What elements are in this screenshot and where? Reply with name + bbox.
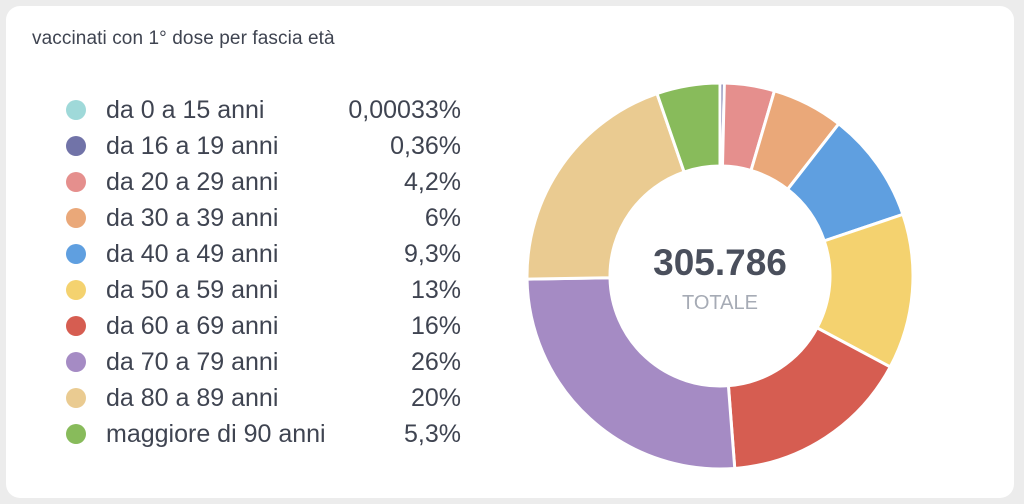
pie-slice[interactable] xyxy=(655,81,722,174)
chart-title: vaccinati con 1° dose per fascia età xyxy=(32,28,335,49)
legend-item[interactable]: da 40 a 49 anni 9,3% xyxy=(66,236,461,272)
pie-slice[interactable] xyxy=(525,91,687,281)
legend-label: da 80 a 89 anni xyxy=(106,383,279,412)
legend-swatch xyxy=(66,316,86,336)
legend-value: 9,3% xyxy=(404,239,461,268)
legend-label: da 0 a 15 anni xyxy=(106,95,265,124)
legend-value: 20% xyxy=(410,383,461,412)
legend-swatch xyxy=(66,172,86,192)
legend-label: da 16 a 19 anni xyxy=(106,131,279,160)
total-label: TOTALE xyxy=(682,292,758,314)
legend-value: 0,36% xyxy=(390,131,461,160)
legend-item[interactable]: maggiore di 90 anni 5,3% xyxy=(66,416,461,452)
chart-legend: da 0 a 15 anni 0,00033% da 16 a 19 anni 0,3… xyxy=(66,92,461,452)
legend-label: da 30 a 39 anni xyxy=(106,203,279,232)
legend-swatch xyxy=(66,280,86,300)
legend-value: 6% xyxy=(424,203,461,232)
legend-value: 0,00033% xyxy=(348,95,461,124)
legend-swatch xyxy=(66,208,86,228)
legend-item[interactable]: da 50 a 59 anni 13% xyxy=(66,272,461,308)
chart-card: vaccinati con 1° dose per fascia età da … xyxy=(6,6,1014,498)
legend-item[interactable]: da 70 a 79 anni 26% xyxy=(66,344,461,380)
pie-slice[interactable] xyxy=(525,276,737,471)
legend-item[interactable]: da 0 a 15 anni 0,00033% xyxy=(66,92,461,128)
legend-swatch xyxy=(66,244,86,264)
legend-item[interactable]: da 60 a 69 anni 16% xyxy=(66,308,461,344)
legend-label: da 20 a 29 anni xyxy=(106,167,279,196)
legend-value: 16% xyxy=(410,311,461,340)
legend-item[interactable]: da 20 a 29 anni 4,2% xyxy=(66,164,461,200)
legend-label: da 60 a 69 anni xyxy=(106,311,279,340)
donut-chart: 305.786 TOTALE xyxy=(525,81,915,471)
legend-item[interactable]: da 80 a 89 anni 20% xyxy=(66,380,461,416)
legend-label: da 50 a 59 anni xyxy=(106,275,279,304)
legend-swatch xyxy=(66,100,86,120)
legend-item[interactable]: da 30 a 39 anni 6% xyxy=(66,200,461,236)
legend-value: 4,2% xyxy=(404,167,461,196)
legend-value: 26% xyxy=(410,347,461,376)
legend-swatch xyxy=(66,352,86,372)
legend-item[interactable]: da 16 a 19 anni 0,36% xyxy=(66,128,461,164)
legend-label: maggiore di 90 anni xyxy=(106,419,326,448)
legend-label: da 70 a 79 anni xyxy=(106,347,279,376)
legend-swatch xyxy=(66,136,86,156)
legend-value: 5,3% xyxy=(404,419,461,448)
legend-swatch xyxy=(66,424,86,444)
legend-swatch xyxy=(66,388,86,408)
total-value: 305.786 xyxy=(653,242,787,283)
legend-label: da 40 a 49 anni xyxy=(106,239,279,268)
legend-value: 13% xyxy=(410,275,461,304)
